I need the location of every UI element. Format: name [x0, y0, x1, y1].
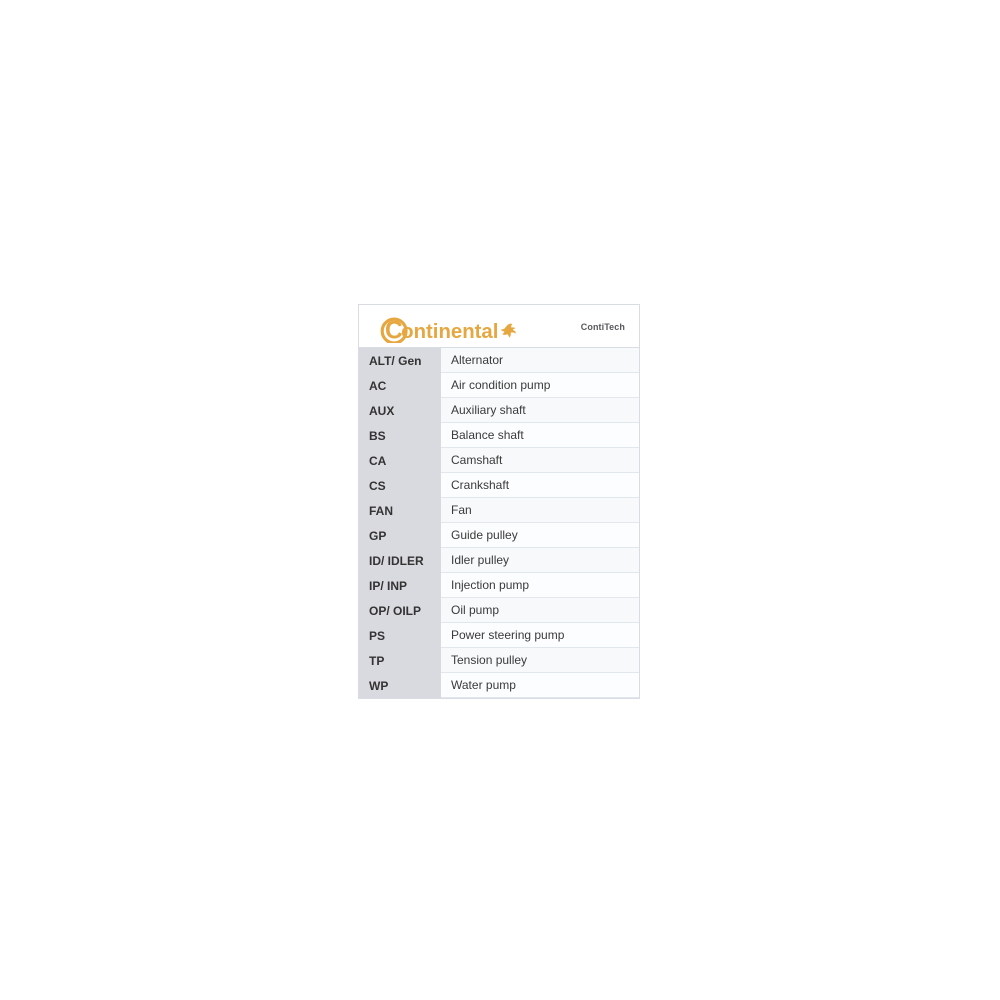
svg-text:ontinental: ontinental — [401, 321, 498, 343]
svg-text:C: C — [385, 317, 403, 343]
